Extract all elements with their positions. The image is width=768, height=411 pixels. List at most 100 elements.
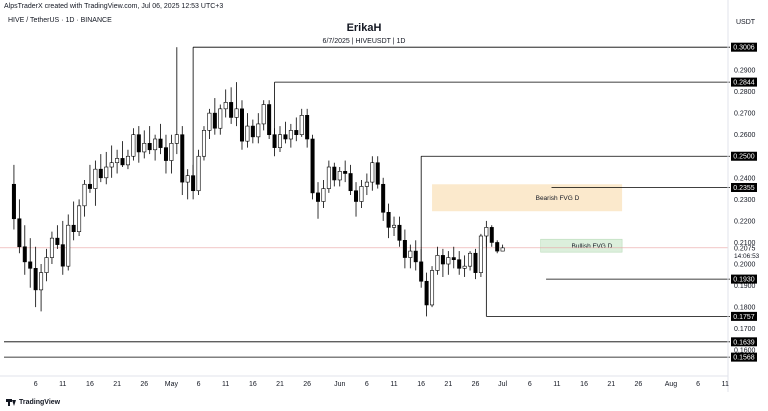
candle-body xyxy=(169,143,174,161)
candle-body xyxy=(478,235,483,273)
brand-label: TradingView xyxy=(19,399,61,406)
candle-body xyxy=(288,130,293,140)
level-price-tag xyxy=(731,77,757,87)
candle-body xyxy=(386,211,391,228)
candle-body xyxy=(305,114,310,140)
candle-body xyxy=(468,252,473,267)
countdown-label: 14:06:53 xyxy=(734,253,760,260)
candle-body xyxy=(337,171,342,181)
candle-body xyxy=(332,166,337,181)
candle-body xyxy=(125,155,130,166)
candle-body xyxy=(44,257,49,273)
x-tick-label: 6 xyxy=(528,381,532,388)
candle-body xyxy=(500,247,505,252)
candle-body xyxy=(239,108,244,142)
candle-body xyxy=(212,112,217,129)
x-tick-label: 21 xyxy=(444,381,452,388)
candle-body xyxy=(245,125,250,142)
x-tick-label: May xyxy=(165,381,179,388)
level-price-label: 0.2355 xyxy=(733,185,755,192)
candle-body xyxy=(473,252,478,273)
tradingview-logo-icon xyxy=(6,399,16,406)
candle-body xyxy=(489,227,494,243)
x-tick-label: 6 xyxy=(34,381,38,388)
bullish-fvg-zone xyxy=(540,238,623,253)
candle-body xyxy=(191,175,196,192)
x-tick-label: 11 xyxy=(722,381,729,388)
candle-body xyxy=(180,134,185,183)
candle-body xyxy=(370,162,375,183)
level-price-label: 0.3006 xyxy=(733,45,755,52)
x-tick-label: Jul xyxy=(498,381,507,388)
x-tick-label: 11 xyxy=(390,381,397,388)
candle-body xyxy=(120,158,125,166)
x-tick-label: 26 xyxy=(140,381,148,388)
candle-body xyxy=(321,188,326,202)
y-tick-label: 0.1600 xyxy=(734,348,756,355)
level-price-label: 0.1639 xyxy=(733,339,755,346)
y-tick-label: 0.2300 xyxy=(734,197,756,204)
candle-body xyxy=(28,261,33,269)
x-tick-label: 11 xyxy=(222,381,229,388)
y-tick-label: 0.2600 xyxy=(734,132,756,139)
candle-body xyxy=(440,255,445,265)
level-price-label: 0.1930 xyxy=(733,277,755,284)
x-tick-label: 6 xyxy=(197,381,201,388)
author-title: ErikaH xyxy=(346,22,382,34)
level-price-tag xyxy=(731,183,757,192)
candle-body xyxy=(419,261,424,282)
x-tick-label: 26 xyxy=(472,381,480,388)
candle-body xyxy=(82,183,87,207)
tradingview-brand[interactable]: TradingView xyxy=(6,399,60,406)
candle-body xyxy=(104,166,109,179)
candle-body xyxy=(359,186,364,202)
candle-body xyxy=(446,257,451,265)
candle-body xyxy=(60,244,65,267)
level-price-tag xyxy=(731,352,757,362)
chart-subtitle: 6/7/2025 | HIVEUSDT | 1D xyxy=(322,38,406,45)
candle-body xyxy=(272,134,277,148)
y-tick-label: 0.2000 xyxy=(734,262,756,269)
x-tick-label: 21 xyxy=(113,381,121,388)
y-tick-label: 0.1800 xyxy=(734,305,756,312)
candle-body xyxy=(115,158,120,164)
x-tick-label: Jun xyxy=(334,381,345,388)
candle-body xyxy=(49,237,54,258)
candle-body xyxy=(22,246,27,263)
x-tick-label: 11 xyxy=(59,381,66,388)
candle-body xyxy=(397,224,402,241)
x-tick-label: 26 xyxy=(303,381,311,388)
credit-text: AlpsTraderX created with TradingView.com… xyxy=(4,3,224,10)
candle-body xyxy=(343,171,348,174)
level-price-label: 0.2500 xyxy=(733,154,755,161)
candle-body xyxy=(424,280,429,306)
level-price-tag xyxy=(731,151,757,161)
candle-body xyxy=(294,130,299,135)
candle-body xyxy=(316,192,321,202)
candle-body xyxy=(250,125,255,138)
candle-body xyxy=(402,240,407,258)
candle-body xyxy=(462,265,467,269)
candle-body xyxy=(364,181,369,187)
candle-body xyxy=(39,272,44,291)
candle-body xyxy=(147,143,152,151)
y-tick-label: 0.1900 xyxy=(734,283,756,290)
y-tick-label: 0.2100 xyxy=(734,240,756,247)
level-price-label: 0.1757 xyxy=(733,314,755,321)
x-tick-label: 16 xyxy=(417,381,425,388)
level-price-tag xyxy=(731,42,757,52)
x-tick-label: 21 xyxy=(607,381,615,388)
candle-body xyxy=(299,114,304,135)
candle-body xyxy=(218,108,223,129)
candle-body xyxy=(261,104,266,125)
level-price-tag xyxy=(731,311,757,321)
candle-body xyxy=(109,162,114,168)
x-tick-label: Aug xyxy=(665,381,678,388)
candle-body xyxy=(153,138,158,151)
candle-body xyxy=(310,138,315,194)
level-price-tag xyxy=(731,337,757,347)
candle-body xyxy=(174,134,179,144)
candle-body xyxy=(408,250,413,258)
candle-body xyxy=(55,237,60,245)
